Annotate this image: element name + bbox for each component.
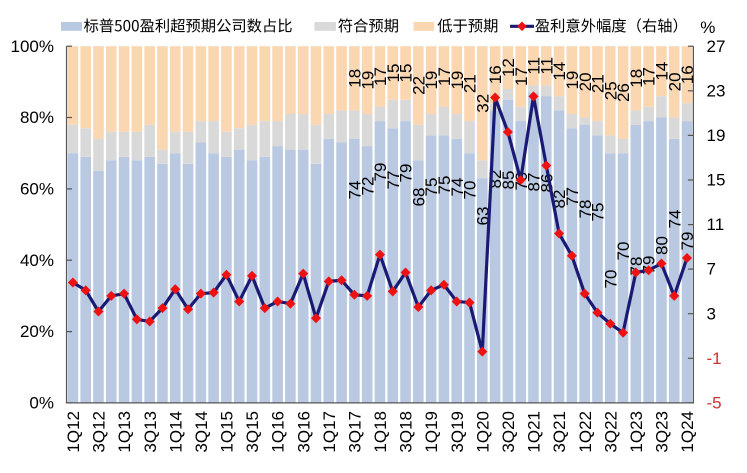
svg-text:17: 17 <box>512 67 531 86</box>
svg-text:3Q21: 3Q21 <box>550 411 569 453</box>
svg-text:19: 19 <box>563 71 582 90</box>
svg-text:22: 22 <box>409 76 428 95</box>
svg-text:75: 75 <box>435 176 454 195</box>
svg-text:0%: 0% <box>29 394 54 413</box>
svg-text:40%: 40% <box>20 251 54 270</box>
svg-text:3Q15: 3Q15 <box>243 411 262 453</box>
svg-text:16: 16 <box>486 65 505 84</box>
svg-text:-1: -1 <box>707 349 722 368</box>
svg-text:25: 25 <box>601 81 620 100</box>
svg-text:23: 23 <box>707 81 726 100</box>
svg-text:12: 12 <box>499 58 518 77</box>
svg-text:75: 75 <box>589 203 608 222</box>
svg-text:1Q22: 1Q22 <box>576 411 595 453</box>
svg-text:77: 77 <box>563 187 582 206</box>
svg-text:3Q17: 3Q17 <box>345 411 364 453</box>
svg-text:1Q18: 1Q18 <box>371 411 390 453</box>
svg-text:3Q20: 3Q20 <box>499 411 518 453</box>
svg-text:15: 15 <box>707 171 726 190</box>
svg-text:68: 68 <box>409 188 428 207</box>
svg-text:60%: 60% <box>20 180 54 199</box>
svg-text:18: 18 <box>345 69 364 88</box>
svg-text:79: 79 <box>678 232 697 251</box>
svg-text:16: 16 <box>678 65 697 84</box>
svg-text:14: 14 <box>653 62 672 81</box>
svg-text:1Q17: 1Q17 <box>320 411 339 453</box>
svg-text:87: 87 <box>525 173 544 192</box>
svg-text:70: 70 <box>601 270 620 289</box>
svg-text:1Q12: 1Q12 <box>64 411 83 453</box>
svg-text:3Q18: 3Q18 <box>397 411 416 453</box>
svg-text:75: 75 <box>422 178 441 197</box>
svg-text:3Q22: 3Q22 <box>601 411 620 453</box>
svg-text:11: 11 <box>525 57 544 75</box>
svg-text:80: 80 <box>653 236 672 255</box>
svg-text:1Q19: 1Q19 <box>422 411 441 453</box>
svg-text:20: 20 <box>576 72 595 91</box>
svg-text:14: 14 <box>550 62 569 81</box>
svg-text:70: 70 <box>461 181 480 200</box>
svg-text:11: 11 <box>707 215 725 234</box>
svg-text:-5: -5 <box>707 394 722 413</box>
svg-text:21: 21 <box>589 74 608 93</box>
svg-text:11: 11 <box>537 57 556 75</box>
svg-text:3Q23: 3Q23 <box>653 411 672 453</box>
svg-text:3Q14: 3Q14 <box>192 411 211 453</box>
svg-text:17: 17 <box>435 67 454 86</box>
svg-text:78: 78 <box>576 200 595 219</box>
svg-text:1Q24: 1Q24 <box>678 411 697 453</box>
svg-text:1Q15: 1Q15 <box>218 411 237 453</box>
svg-text:72: 72 <box>358 177 377 196</box>
svg-text:%: % <box>700 18 715 37</box>
svg-text:3Q12: 3Q12 <box>90 411 109 453</box>
svg-text:3Q13: 3Q13 <box>141 411 160 453</box>
svg-text:80%: 80% <box>20 108 54 127</box>
svg-text:1Q21: 1Q21 <box>525 411 544 453</box>
svg-text:74: 74 <box>345 181 364 200</box>
svg-text:1Q13: 1Q13 <box>115 411 134 453</box>
svg-text:3: 3 <box>707 304 716 323</box>
svg-text:7: 7 <box>707 260 716 279</box>
svg-text:85: 85 <box>499 171 518 190</box>
svg-text:27: 27 <box>707 37 726 56</box>
svg-text:70: 70 <box>614 242 633 261</box>
svg-text:77: 77 <box>384 171 403 190</box>
svg-text:3Q16: 3Q16 <box>294 411 313 453</box>
svg-text:15: 15 <box>384 64 403 83</box>
svg-text:1Q16: 1Q16 <box>269 411 288 453</box>
svg-text:100%: 100% <box>11 37 54 56</box>
svg-text:19: 19 <box>707 126 726 145</box>
svg-text:3Q19: 3Q19 <box>448 411 467 453</box>
svg-text:20%: 20% <box>20 322 54 341</box>
svg-text:15: 15 <box>397 64 416 83</box>
svg-text:19: 19 <box>422 71 441 90</box>
svg-text:32: 32 <box>473 94 492 113</box>
svg-text:1Q20: 1Q20 <box>473 411 492 453</box>
svg-text:21: 21 <box>461 74 480 93</box>
svg-text:74: 74 <box>665 210 684 229</box>
svg-text:17: 17 <box>640 67 659 86</box>
svg-text:20: 20 <box>665 72 684 91</box>
svg-text:19: 19 <box>448 71 467 90</box>
svg-text:79: 79 <box>397 164 416 183</box>
svg-text:19: 19 <box>358 71 377 90</box>
svg-text:18: 18 <box>627 69 646 88</box>
svg-text:17: 17 <box>371 67 390 86</box>
svg-text:26: 26 <box>614 83 633 102</box>
svg-text:1Q23: 1Q23 <box>627 411 646 453</box>
svg-text:1Q14: 1Q14 <box>166 411 185 453</box>
svg-text:74: 74 <box>448 178 467 197</box>
svg-text:79: 79 <box>371 163 390 182</box>
